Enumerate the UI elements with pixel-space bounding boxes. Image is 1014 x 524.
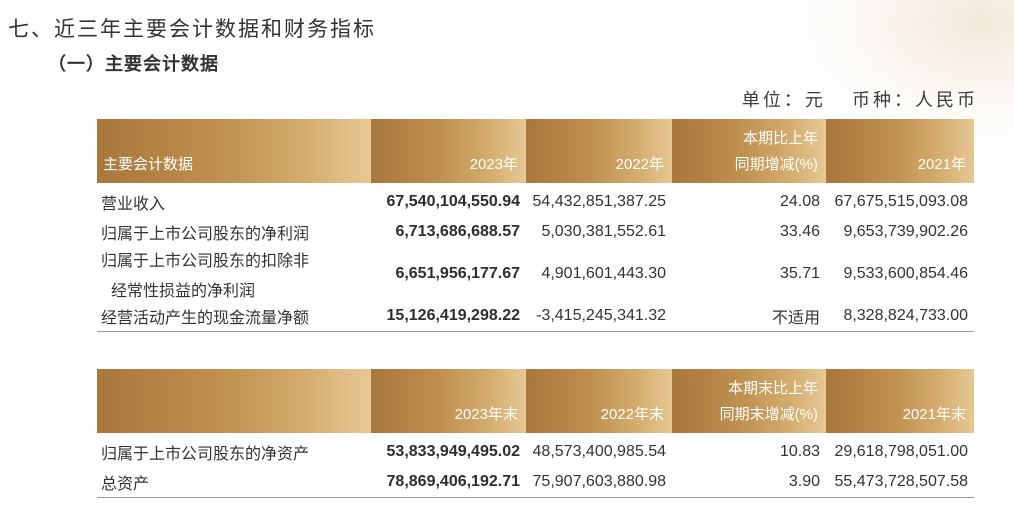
value-change: 35.71: [779, 265, 820, 282]
header-2021-end: 2021年末: [826, 369, 974, 433]
value-change: 33.46: [779, 223, 820, 240]
header-2023: 2023年: [371, 119, 526, 183]
header-item: [97, 369, 371, 433]
row-label: 归属于上市公司股东的净利润: [101, 226, 310, 243]
value-change: 不适用: [672, 301, 826, 332]
value-2021: 9,653,739,902.26: [843, 223, 968, 240]
table-row: 总资产 78,869,406,192.71 75,907,603,880.98 …: [97, 467, 974, 498]
accounting-data-table: 主要会计数据 2023年 2022年 本期比上年 同期增减(%) 2021年 营…: [97, 119, 974, 332]
header-change-line1: 本期末比上年: [727, 380, 818, 397]
value-2023: 53,833,949,495.02: [386, 443, 520, 460]
header-2022-end: 2022年末: [526, 369, 672, 433]
value-2023: 78,869,406,192.71: [371, 467, 526, 498]
unit-label: 单位：元 币种：人民币: [741, 90, 978, 111]
value-2021: 9,533,600,854.46: [843, 265, 968, 282]
header-change-line2: 同期增减(%): [734, 156, 818, 173]
value-2021: 29,618,798,051.00: [834, 443, 968, 460]
row-label-line2: 经常性损益的净利润: [111, 283, 256, 300]
table-header-row: 主要会计数据 2023年 2022年 本期比上年 同期增减(%) 2021年: [97, 119, 974, 183]
balance-data-table: 2023年末 2022年末 本期末比上年 同期末增减(%) 2021年末 归属于…: [97, 369, 974, 498]
table-row: 归属于上市公司股东的净资产 53,833,949,495.02 48,573,4…: [97, 433, 974, 467]
header-item: 主要会计数据: [97, 119, 371, 183]
table-row: 营业收入 67,540,104,550.94 54,432,851,387.25…: [97, 183, 974, 217]
value-change: 3.90: [672, 467, 826, 498]
row-label: 营业收入: [101, 196, 166, 213]
row-label: 经营活动产生的现金流量净额: [97, 301, 371, 332]
value-change: 24.08: [779, 193, 820, 210]
table-row: 归属于上市公司股东的扣除非 经常性损益的净利润 6,651,956,177.67…: [97, 247, 974, 301]
value-2023: 67,540,104,550.94: [386, 193, 520, 210]
header-2023-end: 2023年末: [371, 369, 526, 433]
row-label: 归属于上市公司股东的扣除非 经常性损益的净利润: [97, 247, 371, 301]
header-change-line1: 本期比上年: [742, 130, 818, 147]
value-2022: 54,432,851,387.25: [532, 193, 666, 210]
row-label-line1: 归属于上市公司股东的扣除非: [101, 253, 310, 270]
value-2023: 15,126,419,298.22: [371, 301, 526, 332]
header-change-line2: 同期末增减(%): [719, 406, 818, 423]
header-2022: 2022年: [526, 119, 672, 183]
row-label: 总资产: [97, 467, 371, 498]
value-2022: 48,573,400,985.54: [532, 443, 666, 460]
section-subheading: （一）主要会计数据: [48, 54, 219, 75]
value-2023: 6,713,686,688.57: [395, 223, 520, 240]
value-2022: 4,901,601,443.30: [541, 265, 666, 282]
header-2021: 2021年: [826, 119, 974, 183]
value-2022: -3,415,245,341.32: [526, 301, 672, 332]
value-2021: 67,675,515,093.08: [834, 193, 968, 210]
table-header-row: 2023年末 2022年末 本期末比上年 同期末增减(%) 2021年末: [97, 369, 974, 433]
value-2021: 8,328,824,733.00: [826, 301, 974, 332]
value-change: 10.83: [779, 443, 820, 460]
section-heading: 七、近三年主要会计数据和财务指标: [8, 17, 376, 41]
value-2022: 75,907,603,880.98: [526, 467, 672, 498]
header-change: 本期末比上年 同期末增减(%): [672, 369, 826, 433]
value-2022: 5,030,381,552.61: [541, 223, 666, 240]
value-2021: 55,473,728,507.58: [826, 467, 974, 498]
value-2023: 6,651,956,177.67: [395, 265, 520, 282]
table-row: 归属于上市公司股东的净利润 6,713,686,688.57 5,030,381…: [97, 217, 974, 247]
header-change: 本期比上年 同期增减(%): [672, 119, 826, 183]
table-row: 经营活动产生的现金流量净额 15,126,419,298.22 -3,415,2…: [97, 301, 974, 332]
row-label: 归属于上市公司股东的净资产: [101, 446, 310, 463]
